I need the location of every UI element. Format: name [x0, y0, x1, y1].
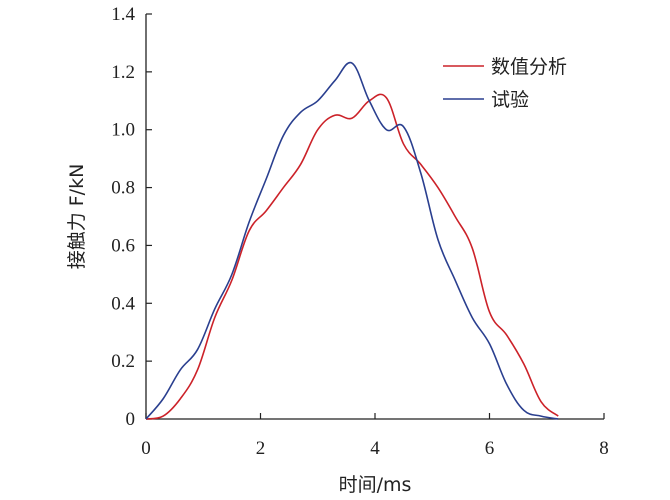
y-tick-label: 0.2 [111, 351, 135, 372]
legend-label: 试验 [491, 89, 529, 111]
y-tick-label: 1.0 [111, 120, 135, 141]
series-layer [145, 61, 559, 420]
x-tick-label: 4 [370, 438, 380, 459]
experiment-series-line [145, 61, 559, 420]
y-tick-label: 0 [126, 409, 136, 430]
y-tick-label: 1.4 [111, 4, 135, 25]
y-axis-title: 接触力 F/kN [66, 164, 88, 270]
numerical-series-line [145, 93, 559, 420]
x-tick-label: 8 [599, 438, 609, 459]
x-tick-label: 0 [141, 438, 151, 459]
y-tick-label: 1.2 [111, 62, 135, 83]
y-tick-label: 0.4 [111, 293, 135, 314]
axes: 0 0.2 0.4 0.6 0.8 1.0 1.2 1.4 0 2 4 6 8 [111, 4, 609, 459]
legend-item-experiment: 试验 [443, 89, 529, 111]
x-tick-label: 6 [485, 438, 495, 459]
x-axis-title: 时间/ms [339, 474, 412, 496]
x-tick-label: 2 [256, 438, 266, 459]
legend-label: 数值分析 [491, 56, 567, 78]
y-tick-label: 0.8 [111, 178, 135, 199]
legend-item-numerical: 数值分析 [443, 56, 567, 78]
y-tick-label: 0.6 [111, 235, 135, 256]
